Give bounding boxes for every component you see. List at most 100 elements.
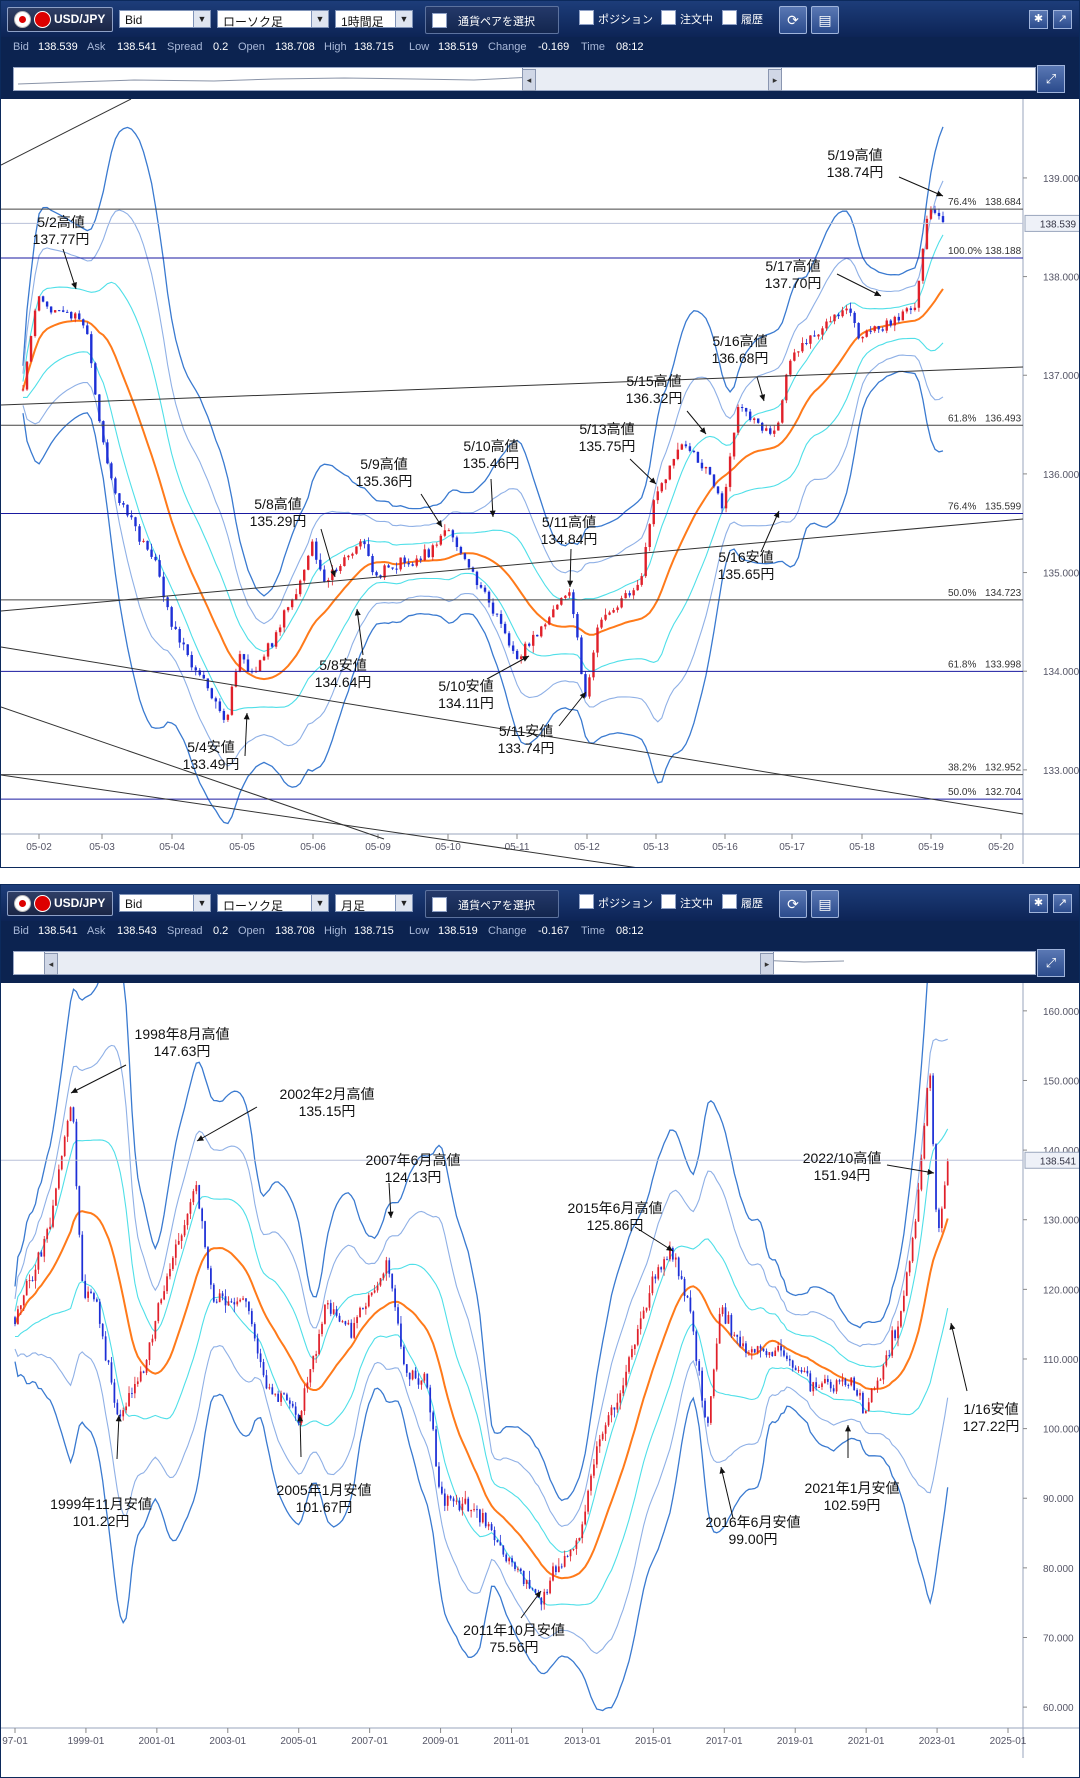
- navigator-window[interactable]: [522, 68, 782, 90]
- navigator-scroller[interactable]: ◂ ▸: [13, 951, 1036, 975]
- candle-body: [905, 308, 909, 312]
- candle-body: [668, 465, 672, 480]
- ask-value: 138.541: [117, 41, 157, 53]
- currency-pair-badge[interactable]: USD/JPY: [7, 7, 113, 32]
- annotation-5-arrowhead: [489, 510, 496, 517]
- candle-body: [198, 670, 201, 675]
- timeframe-select[interactable]: 月足 ▼: [335, 894, 413, 913]
- pair-select-checkbox[interactable]: [432, 13, 447, 28]
- candle-body: [429, 1387, 432, 1413]
- candle-body: [90, 1291, 92, 1294]
- candle-body: [341, 1321, 344, 1323]
- settings-icon[interactable]: ✱: [1029, 10, 1048, 29]
- candle-body: [347, 555, 350, 558]
- candle-body: [420, 1380, 423, 1385]
- candle-body: [230, 686, 234, 715]
- navigator-left-handle[interactable]: ◂: [44, 953, 58, 975]
- pair-select-checkbox[interactable]: [432, 897, 447, 912]
- candle-body: [674, 1257, 677, 1260]
- japan-flag-icon: [34, 11, 51, 28]
- price-type-select[interactable]: Bid ▼: [119, 10, 211, 28]
- trend-line: [1, 646, 1024, 815]
- candle-body: [785, 374, 788, 401]
- currency-pair-badge[interactable]: USD/JPY: [7, 891, 113, 916]
- x-tick-label: 05-05: [229, 842, 255, 853]
- navigator-window[interactable]: [44, 952, 774, 974]
- y-tick-label: 135.000: [1043, 569, 1079, 580]
- candle-body: [569, 1549, 572, 1557]
- navigator-left-handle[interactable]: ◂: [522, 69, 536, 91]
- candle-body: [563, 1555, 566, 1567]
- y-tick-label: 137.000: [1043, 371, 1079, 382]
- popout-icon[interactable]: ↗: [1053, 894, 1072, 913]
- candle-body: [572, 592, 575, 615]
- candle-body: [888, 1355, 891, 1357]
- pair-select-button[interactable]: 通貨ペアを選択: [425, 6, 559, 34]
- candle-body: [774, 1350, 777, 1357]
- candle-body: [455, 1500, 458, 1502]
- expand-icon[interactable]: ⤢: [1037, 949, 1065, 977]
- navigator-right-handle[interactable]: ▸: [768, 69, 782, 91]
- layout-icon[interactable]: ▤: [811, 890, 839, 918]
- candle-body: [740, 407, 744, 409]
- candle-body: [885, 1355, 888, 1366]
- expand-icon[interactable]: ⤢: [1037, 65, 1065, 93]
- candle-body: [812, 1382, 815, 1392]
- candle-body: [192, 1191, 195, 1203]
- time-key: Time: [581, 41, 606, 53]
- time-key: Time: [581, 925, 606, 937]
- chart-type-select[interactable]: ローソク足 ▼: [217, 894, 329, 913]
- candle-body: [447, 530, 451, 532]
- bollinger-lower-1sigma: [15, 1280, 949, 1606]
- position-checkbox[interactable]: [579, 10, 594, 25]
- navigator-right-handle[interactable]: ▸: [760, 953, 774, 975]
- candle-body: [902, 1295, 905, 1312]
- navigator-scroller[interactable]: ◂ ▸: [13, 67, 1036, 91]
- candle-body: [162, 576, 165, 598]
- candle-body: [519, 656, 523, 659]
- x-tick-label: 05-06: [300, 842, 326, 853]
- candle-body: [61, 310, 65, 312]
- timeframe-select[interactable]: 1時間足 ▼: [335, 10, 413, 29]
- bollinger-lower-3sigma: [14, 1361, 949, 1712]
- candle-body: [262, 656, 266, 661]
- candle-body: [660, 1267, 663, 1270]
- orders-label: 注文中: [680, 14, 713, 26]
- candle-body: [824, 1378, 826, 1384]
- fib-level-value: 134.723: [985, 588, 1022, 599]
- annotation-3-arrow: [356, 608, 364, 656]
- annotation-0-title: 1998年8月高値: [135, 1026, 230, 1042]
- x-tick-label: 2003-01: [209, 1736, 246, 1747]
- orders-checkbox[interactable]: [661, 10, 676, 25]
- chart-type-select[interactable]: ローソク足 ▼: [217, 10, 329, 29]
- annotation-4-title: 5/9高値: [360, 456, 407, 472]
- candle-body: [736, 407, 740, 433]
- candle-body: [353, 1322, 356, 1338]
- candle-body: [900, 1311, 902, 1327]
- candle-body: [270, 643, 274, 647]
- annotation-4-title: 2007年6月高値: [366, 1152, 461, 1168]
- refresh-icon[interactable]: ⟳: [779, 6, 807, 34]
- trend-line: [1, 99, 132, 166]
- layout-icon[interactable]: ▤: [811, 6, 839, 34]
- candle-body: [861, 336, 864, 339]
- bollinger-upper-2sigma: [14, 1038, 948, 1528]
- candle-body: [446, 1495, 449, 1506]
- candle-body: [689, 1297, 692, 1312]
- candle-body: [309, 1369, 312, 1383]
- refresh-icon[interactable]: ⟳: [779, 890, 807, 918]
- popout-icon[interactable]: ↗: [1053, 10, 1072, 29]
- bollinger-lower-1sigma: [23, 337, 944, 712]
- pair-select-button[interactable]: 通貨ペアを選択: [425, 890, 559, 918]
- history-checkbox[interactable]: [722, 894, 737, 909]
- time-value: 08:12: [616, 41, 644, 53]
- candle-body: [688, 446, 692, 451]
- annotation-12-arrowhead: [759, 394, 766, 401]
- position-checkbox[interactable]: [579, 894, 594, 909]
- candle-body: [938, 1209, 940, 1229]
- orders-checkbox[interactable]: [661, 894, 676, 909]
- history-checkbox[interactable]: [722, 10, 737, 25]
- price-type-select[interactable]: Bid ▼: [119, 894, 211, 912]
- settings-icon[interactable]: ✱: [1029, 894, 1048, 913]
- annotation-1-arrow: [244, 712, 248, 757]
